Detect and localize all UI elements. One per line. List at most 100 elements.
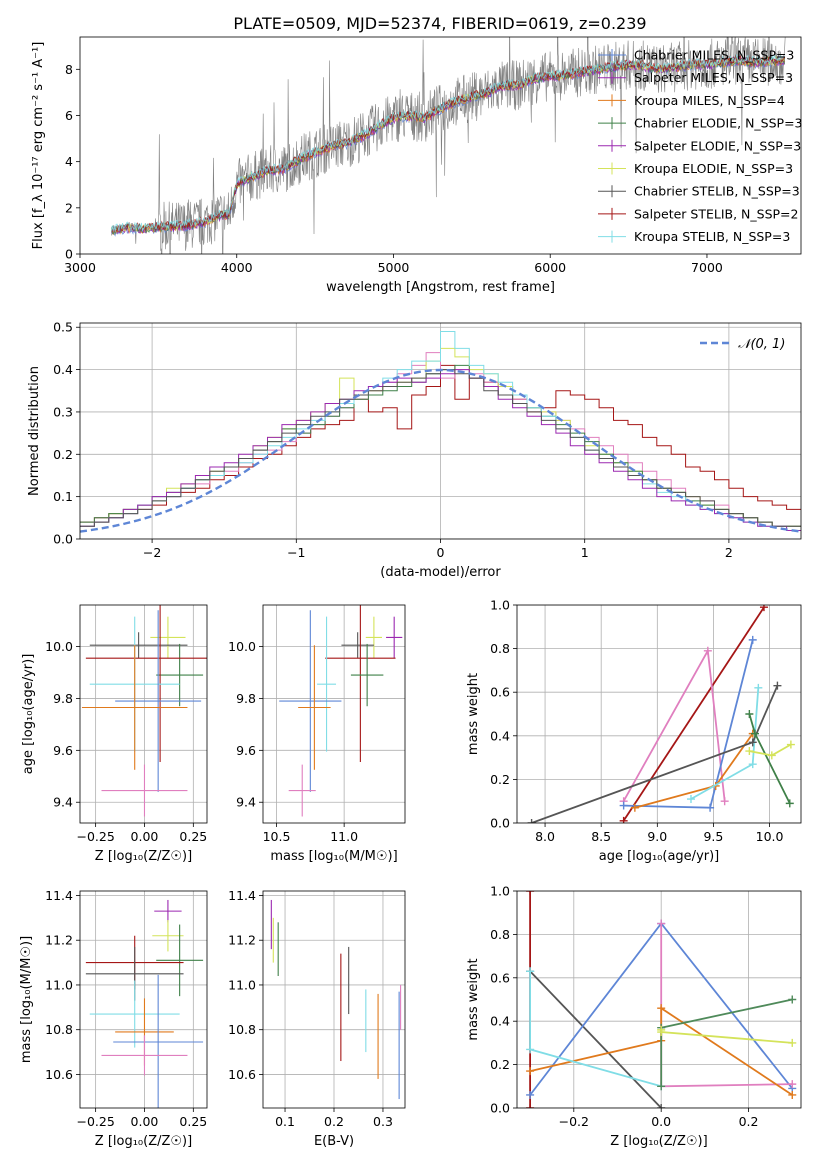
legend-label: 𝒩(0, 1): [738, 337, 785, 352]
spectrum-model-line: [110, 53, 785, 233]
y-tick-label: 6: [65, 108, 73, 123]
y-tick-label: 0.4: [490, 728, 510, 743]
legend-label: Kroupa ELODIE, N_SSP=3: [634, 161, 793, 176]
mass-weight-marker: [657, 1104, 666, 1108]
mass-weight-marker: [526, 891, 535, 895]
x-tick-label: 0.00: [131, 829, 159, 844]
mass-weight-marker: [657, 1004, 666, 1013]
gaussian-curve: [80, 368, 801, 533]
y-tick-label: 11.2: [228, 933, 256, 948]
mass-weight-line: [749, 743, 792, 757]
mass-weight-marker: [657, 919, 666, 928]
y-tick-label: 10.8: [228, 1022, 256, 1037]
x-tick-label: 11.0: [330, 829, 358, 844]
x-axis-label: Z [log₁₀(Z/Z☉)]: [610, 1134, 707, 1149]
mass-weight-marker: [703, 646, 712, 655]
x-tick-label: 8.0: [535, 829, 555, 844]
y-tick-label: 0.0: [490, 816, 510, 831]
y-tick-label: 9.6: [236, 743, 256, 758]
x-axis-label: Z [log₁₀(Z/Z☉)]: [95, 1134, 192, 1149]
mass-weight-line: [622, 606, 765, 822]
mass-weight-marker: [527, 819, 536, 823]
x-tick-label: 0.25: [179, 829, 207, 844]
mass-weight-marker: [788, 995, 797, 1004]
x-tick-label: 3000: [64, 260, 96, 275]
y-tick-label: 0.3: [53, 404, 73, 419]
legend-label: Salpeter ELODIE, N_SSP=3: [634, 138, 801, 153]
mass-weight-marker: [526, 1104, 535, 1108]
axes-frame: [79, 890, 208, 1109]
panel-mass-weight-vs-age: 8.0 8.5 9.0 9.5 10.0 0.0 0.2 0.4 0.6 0.8 1.0 age [l…: [466, 598, 802, 864]
x-tick-label: 9.0: [647, 829, 667, 844]
mass-weight-marker: [745, 747, 754, 756]
y-tick-label: 10.6: [228, 1067, 256, 1082]
x-tick-label: 0: [437, 545, 445, 560]
x-tick-label: 1: [581, 545, 589, 560]
histogram-legend: 𝒩(0, 1): [700, 337, 785, 352]
mass-weight-marker: [745, 710, 754, 718]
y-tick-label: 9.4: [53, 795, 73, 810]
spectrum-legend: Chabrier MILES, N_SSP=3 Salpeter MILES, N…: [598, 48, 803, 244]
y-tick-label: 11.2: [45, 933, 73, 948]
y-tick-label: 0.8: [490, 927, 510, 942]
legend-label: Salpeter MILES, N_SSP=3: [634, 70, 793, 85]
axes-frame: [516, 890, 802, 1109]
x-tick-label: 10.5: [263, 829, 291, 844]
y-tick-label: 0.2: [53, 447, 73, 462]
y-tick-label: 0.1: [53, 489, 73, 504]
y-tick-label: 0.0: [490, 1101, 510, 1116]
legend-label: Chabrier MILES, N_SSP=3: [634, 48, 794, 63]
panel-mass-vs-metallicity: −0.25 0.00 0.25 10.6 10.8 11.0 11.2 11.4 Z [log₁…: [19, 888, 208, 1149]
legend-label: Kroupa MILES, N_SSP=4: [634, 93, 785, 108]
plot-area-residual-histogram: [80, 323, 801, 539]
mass-weight-marker: [619, 801, 628, 810]
x-axis-label: Z [log₁₀(Z/Z☉)]: [95, 849, 192, 864]
x-tick-label: −2: [143, 545, 161, 560]
mass-weight-marker: [526, 1045, 535, 1054]
x-tick-label: −0.25: [76, 1114, 114, 1129]
mass-weight-marker: [785, 799, 794, 808]
x-tick-label: 2: [725, 545, 733, 560]
mass-weight-line: [622, 647, 726, 802]
mass-weight-marker: [788, 1038, 797, 1047]
panel-age-vs-mass: 10.5 11.0 9.4 9.6 9.8 10.0 mass [log₁₀(M/M☉)]: [228, 604, 406, 864]
x-tick-label: 0.25: [179, 1114, 207, 1129]
y-axis-label: mass [log₁₀(M/M☉)]: [19, 936, 34, 1063]
x-tick-label: 10.0: [756, 829, 784, 844]
y-tick-label: 9.8: [236, 691, 256, 706]
y-tick-label: 1.0: [490, 598, 510, 613]
y-tick-label: 0.0: [53, 532, 73, 547]
legend-label: Salpeter STELIB, N_SSP=2: [634, 206, 798, 221]
plot-area-age-vs-metallicity: [80, 605, 207, 823]
mass-weight-line: [529, 970, 662, 1108]
plot-area-mass-vs-ebv: [263, 891, 405, 1108]
mass-weight-marker: [759, 605, 768, 612]
y-tick-label: 0.6: [490, 970, 510, 985]
mass-weight-marker: [750, 729, 759, 738]
plot-area-mass-weight-vs-age: [517, 605, 801, 823]
y-tick-label: 4: [65, 154, 73, 169]
y-axis-label: mass weight: [466, 958, 481, 1040]
legend-label: Chabrier STELIB, N_SSP=3: [634, 184, 800, 199]
histogram-series: [80, 369, 801, 531]
plot-area-age-vs-mass: [263, 605, 405, 823]
mass-weight-marker: [748, 738, 757, 747]
x-axis-label: age [log₁₀(age/yr)]: [599, 849, 720, 864]
panel-mass-vs-ebv: 0.1 0.2 0.3 10.6 10.8 11.0 11.2 11.4 E(B-V): [228, 888, 406, 1149]
mass-weight-marker: [706, 803, 715, 812]
x-tick-label: 7000: [691, 260, 723, 275]
panel-age-vs-metallicity: −0.25 0.00 0.25 9.4 9.6 9.8 10.0 Z [log₁₀(Z/Z☉)…: [21, 604, 208, 864]
plot-area-mass-vs-metallicity: [80, 891, 207, 1108]
y-axis-label: Normed distribution: [27, 366, 42, 496]
x-tick-label: −1: [287, 545, 305, 560]
panel-mass-weight-vs-metallicity: −0.2 0.0 0.2 0.0 0.2 0.4 0.6 0.8 1.0 Z [log₁₀(Z/Z…: [466, 884, 802, 1149]
mass-weight-marker: [748, 635, 757, 644]
mass-weight-marker: [788, 1080, 797, 1089]
y-axis-label: Flux [f_λ 10⁻¹⁷ erg cm⁻² s⁻¹ A⁻¹]: [31, 42, 46, 250]
x-axis-label: E(B-V): [314, 1134, 354, 1149]
y-tick-label: 0.8: [490, 641, 510, 656]
y-axis-label: age [log₁₀(age/yr)]: [21, 654, 36, 775]
figure-title: PLATE=0509, MJD=52374, FIBERID=0619, z=0…: [233, 14, 646, 33]
x-tick-label: 0.2: [324, 1114, 344, 1129]
